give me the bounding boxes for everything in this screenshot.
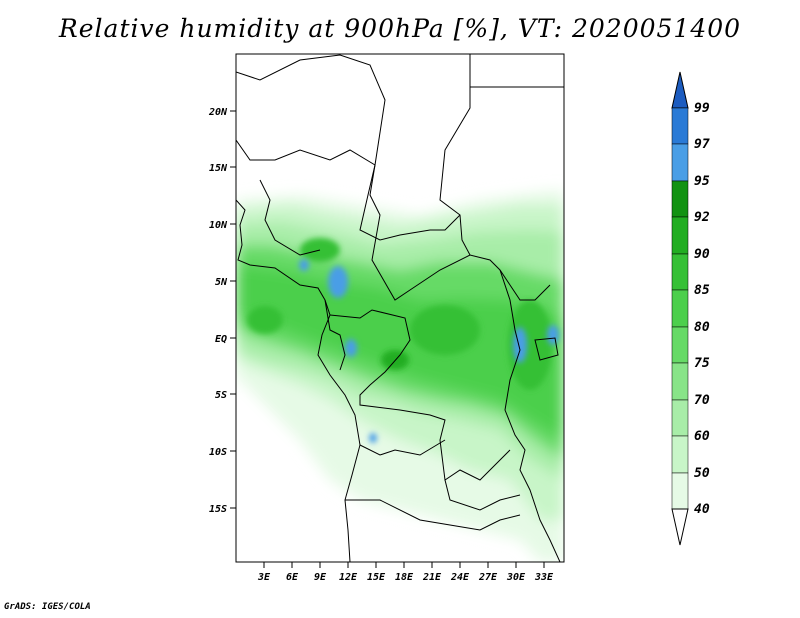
colorbar-label-40: 40 — [694, 502, 710, 517]
lon-label-6e: 6E — [286, 572, 299, 583]
colorbar: 99 97 95 92 90 85 80 75 70 60 50 40 — [671, 71, 710, 546]
colorbar-label-95: 95 — [694, 174, 710, 189]
colorbar-label-85: 85 — [694, 283, 710, 298]
lat-label-15n: 15N — [209, 163, 228, 174]
lon-label-15e: 15E — [367, 572, 386, 583]
lat-label-5s: 5S — [215, 390, 227, 401]
lat-label-eq: EQ — [215, 334, 227, 345]
lat-label-10s: 10S — [209, 447, 227, 458]
lon-label-18e: 18E — [395, 572, 414, 583]
lon-label-3e: 3E — [257, 572, 271, 583]
latitude-ticks: 20N 15N 10N 5N EQ 5S 10S 15S — [208, 107, 236, 515]
colorbar-label-70: 70 — [694, 393, 710, 408]
colorbar-segment-85-90 — [671, 253, 689, 291]
colorbar-label-50: 50 — [694, 466, 710, 481]
colorbar-bottom-arrow — [671, 508, 689, 546]
border-nigeria — [259, 179, 321, 256]
colorbar-segment-97-99 — [671, 107, 689, 145]
colorbar-segment-50-60 — [671, 435, 689, 474]
longitude-ticks: 3E 6E 9E 12E 15E 18E 21E 24E 27E 30E 33E — [257, 562, 554, 583]
lat-label-10n: 10N — [209, 220, 228, 231]
colorbar-segment-70-75 — [671, 362, 689, 401]
colorbar-top-arrow — [671, 71, 689, 109]
humidity-field — [236, 54, 564, 562]
colorbar-label-60: 60 — [694, 429, 710, 444]
grads-credit: GrADS: IGES/COLA — [4, 602, 91, 612]
colorbar-label-99: 99 — [694, 101, 710, 116]
border-chad-car — [359, 164, 461, 241]
country-borders — [236, 54, 564, 562]
lon-label-12e: 12E — [339, 572, 358, 583]
colorbar-segment-75-80 — [671, 326, 689, 364]
lat-label-15s: 15S — [209, 504, 227, 515]
map-frame — [235, 53, 565, 563]
colorbar-segment-90-92 — [671, 216, 689, 255]
colorbar-segment-95-97 — [671, 143, 689, 182]
border-east — [499, 269, 561, 562]
lon-label-27e: 27E — [478, 572, 498, 583]
border-gabon — [324, 299, 346, 371]
colorbar-label-97: 97 — [694, 137, 710, 152]
border-lake-victoria — [534, 337, 559, 361]
lon-label-21e: 21E — [422, 572, 442, 583]
lat-label-5n: 5N — [215, 277, 228, 288]
border-angola — [359, 439, 446, 456]
colorbar-segment-92-95 — [671, 180, 689, 218]
lon-label-33e: 33E — [534, 572, 554, 583]
colorbar-label-75: 75 — [694, 356, 710, 371]
border-zambia — [444, 479, 521, 511]
border-congo — [329, 309, 511, 481]
colorbar-label-92: 92 — [694, 210, 710, 225]
border-south — [345, 499, 521, 531]
map-title: Relative humidity at 900hPa [%], VT: 202… — [58, 14, 742, 43]
colorbar-segment-60-70 — [671, 399, 689, 437]
colorbar-label-90: 90 — [694, 247, 710, 262]
border-libya-egypt — [439, 54, 471, 256]
colorbar-label-80: 80 — [694, 320, 710, 335]
lon-label-30e: 30E — [506, 572, 526, 583]
colorbar-segment-40-50 — [671, 472, 689, 510]
lat-label-20n: 20N — [208, 107, 228, 118]
border-niger — [236, 139, 376, 166]
colorbar-segment-80-85 — [671, 289, 689, 328]
lon-label-9e: 9E — [314, 572, 327, 583]
lon-label-24e: 24E — [450, 572, 470, 583]
